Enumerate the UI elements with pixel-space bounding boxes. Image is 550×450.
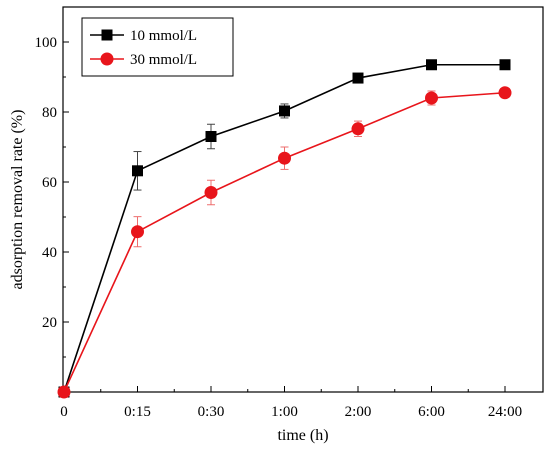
plot-content: 0 0:15 0:30 1:00 2:00 6:00 24:00 20 40 60 80 100 [35,6,544,420]
legend-label: 10 mmol/L [130,28,197,44]
legend-marker [100,52,114,66]
y-tick-label: 80 [42,105,57,121]
data-point [425,91,438,105]
y-tick-label: 20 [42,315,57,331]
data-point [351,122,365,136]
data-point [279,105,290,117]
x-tick-label: 2:00 [345,404,372,420]
data-point [352,72,364,84]
series-line [63,91,506,393]
x-tick-label: 6:00 [418,404,445,420]
x-tick-label: 0:15 [124,404,151,420]
y-tick-label: 60 [42,175,57,191]
legend: 10 mmol/L 30 mmol/L [81,17,234,77]
data-point [499,59,511,71]
y-tick-label: 100 [35,35,58,51]
data-point [204,186,218,199]
data-point [131,225,144,239]
x-axis-label: time (h) [277,427,328,444]
y-tick-label: 40 [42,245,57,261]
data-point [278,151,291,165]
plot-frame [62,6,544,393]
series-1 [58,59,511,398]
legend-box [81,17,234,77]
x-tick-label: 24:00 [488,404,522,420]
data-point [498,86,512,100]
y-axis-label: adsorption removal rate (%) [9,110,26,290]
legend-label: 30 mmol/L [130,52,197,68]
series-2 [57,86,512,399]
data-point [426,59,437,71]
data-point [132,165,143,177]
x-tick-label: 0:30 [198,404,225,420]
x-tick-label: 1:00 [271,404,298,420]
data-point [57,385,71,399]
data-point [205,131,217,142]
x-tick-label: 0 [60,404,68,420]
legend-marker [101,29,113,41]
